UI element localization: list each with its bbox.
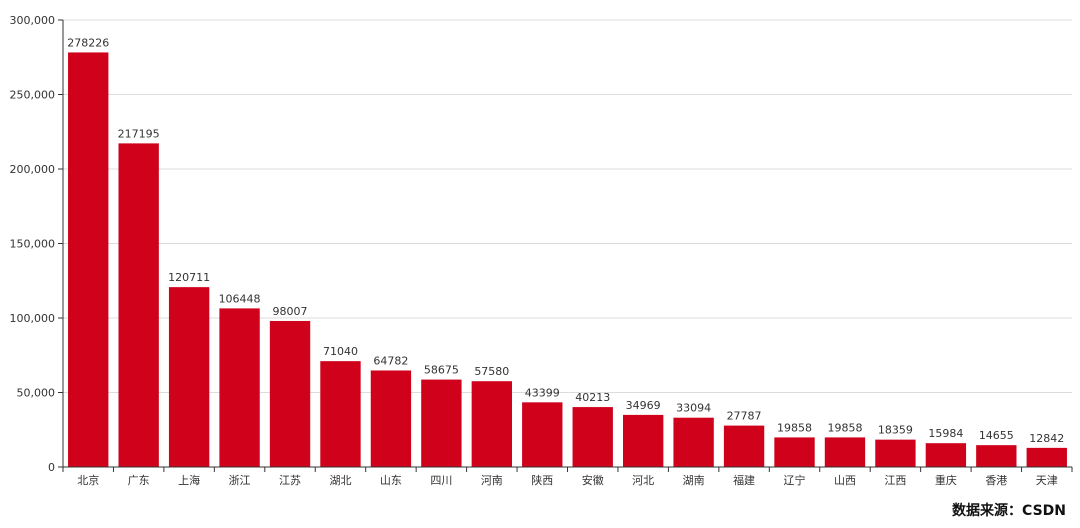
bar-value-label: 19858 (777, 421, 812, 434)
x-category-label: 北京 (77, 473, 99, 487)
gridlines (63, 19, 1072, 393)
y-tick-label: 100,000 (10, 312, 56, 325)
x-category-label: 陕西 (531, 473, 553, 487)
bar-value-label: 217195 (118, 127, 160, 140)
bar-value-label: 58675 (424, 364, 459, 377)
bar-value-label: 33094 (676, 402, 711, 415)
source-note: 数据来源：CSDN (952, 503, 1066, 519)
y-tick-label: 300,000 (10, 14, 56, 27)
bar (572, 407, 613, 467)
y-tick-label: 250,000 (10, 89, 56, 102)
bar-value-label: 120711 (168, 271, 210, 284)
bar (370, 370, 412, 467)
x-category-label: 香港 (985, 474, 1007, 487)
x-category-label: 江西 (884, 474, 906, 487)
x-category-label: 湖北 (329, 474, 351, 487)
bar-value-label: 15984 (928, 427, 963, 440)
bar (320, 361, 361, 467)
bar-value-label: 27787 (727, 410, 762, 423)
bars (68, 52, 1067, 467)
bar (421, 379, 462, 467)
bar (774, 437, 815, 467)
bar (622, 414, 664, 467)
x-category-label: 福建 (733, 473, 755, 487)
bar-value-label: 40213 (575, 391, 610, 404)
bar (824, 437, 866, 467)
bar-value-label: 19858 (827, 421, 862, 434)
bar (1026, 447, 1067, 467)
bar-value-label: 278226 (67, 36, 109, 49)
x-category-label: 山西 (834, 474, 856, 487)
bar-value-label: 98007 (273, 305, 308, 318)
x-category-label: 河北 (632, 474, 654, 487)
bar-value-label: 106448 (219, 292, 261, 305)
x-category-label: 河南 (481, 474, 503, 487)
y-tick-label: 200,000 (10, 163, 56, 176)
y-axis-ticks: 0 50,000 100,000 150,000 200,000 250,000 300,0… (10, 14, 63, 474)
bar (522, 402, 563, 467)
x-category-label: 重庆 (935, 473, 957, 487)
y-tick-label: 150,000 (10, 238, 56, 251)
x-category-label: 四川 (430, 474, 452, 487)
bar (723, 425, 765, 467)
bar (976, 445, 1017, 467)
x-category-label: 湖南 (683, 474, 705, 487)
bar-value-label: 71040 (323, 345, 358, 358)
bar-value-label: 12842 (1029, 432, 1064, 445)
bar (118, 143, 159, 467)
x-category-label: 山东 (380, 474, 402, 487)
bar-value-label: 18359 (878, 424, 913, 437)
bar (925, 443, 967, 467)
bar (673, 417, 714, 467)
x-category-label: 江苏 (279, 474, 301, 487)
x-category-label: 安徽 (582, 473, 604, 487)
x-category-label: 天津 (1036, 474, 1058, 487)
bar (219, 308, 260, 467)
bar (168, 287, 210, 467)
bar-value-label: 43399 (525, 386, 560, 399)
bar (68, 52, 109, 467)
bar (269, 320, 311, 467)
bar-value-label: 64782 (373, 354, 408, 367)
y-tick-label: 50,000 (17, 387, 56, 400)
y-tick-label: 0 (48, 461, 55, 474)
bar-value-label: 14655 (979, 429, 1014, 442)
bar-value-labels: 278226 217195 120711 106448 98007 71040 64782 5… (67, 36, 1064, 444)
bar (875, 439, 916, 467)
x-category-label: 广东 (128, 474, 150, 487)
bar (471, 381, 513, 467)
bar-value-label: 57580 (474, 365, 509, 378)
x-category-label: 上海 (178, 473, 200, 487)
x-category-label: 辽宁 (784, 473, 806, 487)
x-category-label: 浙江 (229, 474, 251, 487)
bar-value-label: 34969 (626, 399, 661, 412)
x-axis-categories: 北京 广东 上海 浙江 江苏 湖北 山东 四川 河南 陕西 安徽 河北 湖南 福建 辽宁 山西 江西 重庆 香港 天津 (62, 467, 1073, 487)
